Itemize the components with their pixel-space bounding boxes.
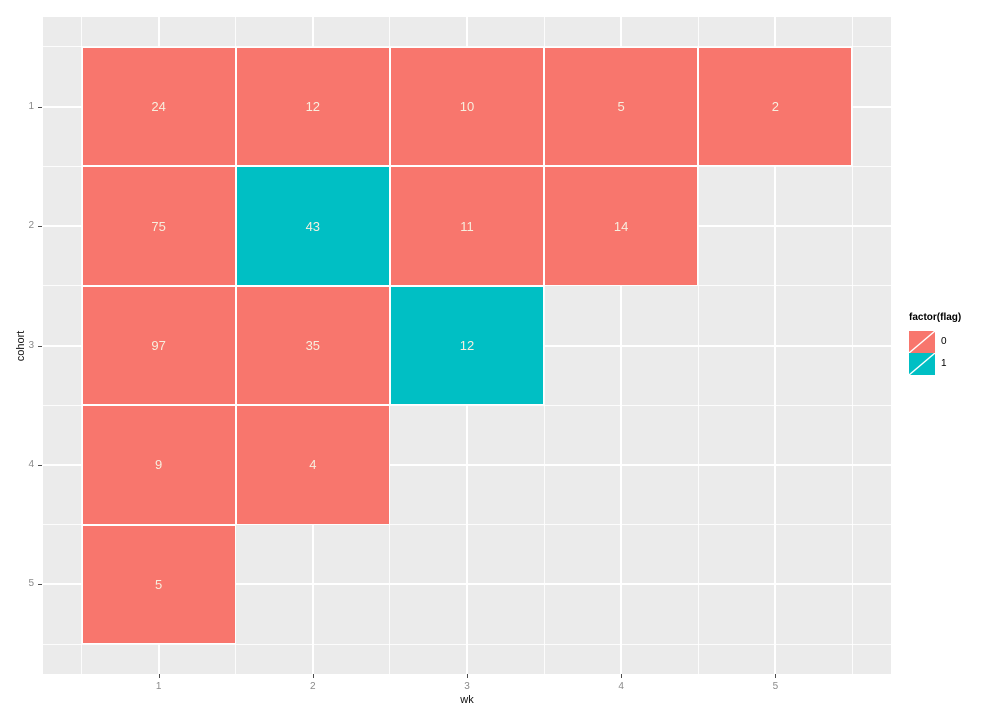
tile-wk1-cohort3: 97 bbox=[81, 285, 236, 406]
legend-label: 1 bbox=[941, 358, 947, 369]
tile-value: 43 bbox=[305, 218, 321, 234]
tile-value: 9 bbox=[155, 457, 163, 473]
gridline-major-horizontal bbox=[43, 583, 891, 586]
legend-key-diagonal-icon bbox=[909, 331, 935, 353]
x-axis-tick bbox=[158, 674, 160, 678]
tile-value: 10 bbox=[459, 99, 475, 115]
tile-wk2-cohort3: 35 bbox=[235, 285, 390, 406]
x-axis-tick-label: 5 bbox=[772, 681, 779, 692]
tile-wk1-cohort4: 9 bbox=[81, 405, 236, 525]
x-axis-tick bbox=[467, 674, 468, 678]
tile-value: 5 bbox=[155, 576, 163, 592]
tile-wk3-cohort3: 12 bbox=[389, 285, 545, 406]
tile-value: 11 bbox=[460, 218, 474, 234]
tile-value: 35 bbox=[305, 337, 321, 353]
gridline-major-horizontal bbox=[43, 463, 891, 466]
tile-wk1-cohort2: 75 bbox=[81, 166, 236, 286]
y-axis-tick-label: 5 bbox=[28, 578, 34, 590]
tile-value: 5 bbox=[617, 99, 625, 115]
y-axis-tick bbox=[38, 464, 42, 466]
legend-title: factor(flag) bbox=[909, 312, 962, 323]
x-axis-tick bbox=[621, 674, 623, 678]
y-axis-tick-label: 2 bbox=[28, 220, 34, 232]
x-axis-tick bbox=[312, 674, 314, 678]
tile-value: 12 bbox=[459, 337, 475, 353]
x-axis-tick-label: 3 bbox=[464, 681, 470, 692]
tile-value: 12 bbox=[305, 99, 321, 115]
tile-value: 2 bbox=[771, 99, 779, 115]
legend-entry-1: 1 bbox=[909, 353, 961, 375]
tile-wk2-cohort4: 4 bbox=[235, 405, 390, 525]
tile-wk3-cohort1: 10 bbox=[389, 46, 545, 167]
tile-wk1-cohort5: 5 bbox=[81, 524, 236, 645]
y-axis-tick bbox=[38, 345, 42, 347]
x-axis-tick bbox=[775, 674, 777, 678]
legend-key-swatch bbox=[909, 353, 935, 375]
tile-wk4-cohort1: 5 bbox=[544, 46, 699, 167]
legend-key-swatch bbox=[909, 331, 935, 353]
y-axis-title: cohort bbox=[15, 330, 27, 361]
y-axis-tick-label: 1 bbox=[28, 100, 34, 112]
plot-panel: 24 12 10 5 2 75 43 11 14 97 35 12 9 4 5 bbox=[43, 17, 891, 674]
x-axis-title: wk bbox=[460, 694, 474, 706]
tile-value: 24 bbox=[151, 99, 166, 115]
tile-value: 14 bbox=[613, 218, 629, 234]
y-axis-tick-label: 3 bbox=[28, 339, 34, 351]
legend-entry-0: 0 bbox=[909, 331, 961, 353]
legend-key-diagonal-icon bbox=[909, 353, 935, 375]
y-axis-tick bbox=[38, 226, 42, 228]
tile-wk2-cohort1: 12 bbox=[235, 46, 390, 167]
tile-wk5-cohort1: 2 bbox=[698, 46, 853, 167]
tile-value: 75 bbox=[151, 218, 166, 234]
tile-value: 97 bbox=[151, 337, 166, 353]
tile-wk1-cohort1: 24 bbox=[81, 46, 236, 167]
y-axis-tick bbox=[38, 584, 42, 586]
tile-wk4-cohort2: 14 bbox=[544, 166, 699, 286]
x-axis-tick-label: 2 bbox=[310, 681, 316, 692]
tile-wk2-cohort2: 43 bbox=[235, 166, 390, 286]
x-axis-tick-label: 4 bbox=[618, 681, 624, 692]
legend-label: 0 bbox=[941, 336, 947, 347]
y-axis-tick bbox=[38, 106, 42, 108]
y-axis-tick-label: 4 bbox=[28, 458, 34, 470]
tile-value: 4 bbox=[309, 457, 317, 473]
tile-wk3-cohort2: 11 bbox=[389, 166, 545, 286]
x-axis-tick-label: 1 bbox=[155, 681, 162, 692]
